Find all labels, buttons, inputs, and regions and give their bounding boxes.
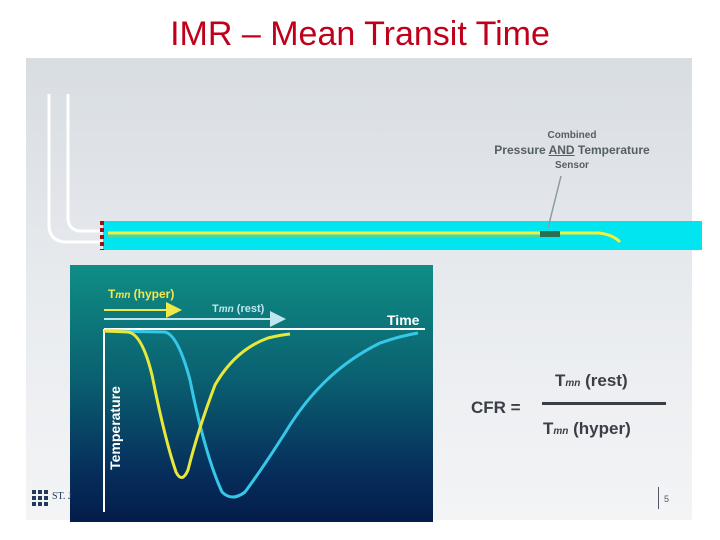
- cfr-numerator: Tmn (rest): [555, 371, 628, 390]
- curve-rest: [103, 329, 419, 499]
- y-axis-label: Temperature: [107, 386, 123, 470]
- sensor-label-line2: Pressure AND Temperature: [494, 143, 650, 157]
- logo-icon: [32, 490, 48, 506]
- thermodilution-chart: [70, 265, 433, 522]
- page-number-divider: [658, 487, 659, 509]
- sensor-leader-line: [547, 175, 562, 229]
- sensor-marker: [540, 231, 560, 237]
- logo-text: ST. J: [52, 491, 72, 502]
- slide-title: IMR – Mean Transit Time: [170, 15, 550, 53]
- cfr-lhs: CFR =: [471, 398, 521, 417]
- sensor-label: Combined Pressure AND Temperature Sensor: [486, 128, 658, 173]
- x-axis-label: Time: [387, 312, 420, 328]
- sensor-label-line3: Sensor: [555, 160, 589, 171]
- curve-hyper: [103, 329, 291, 479]
- label-tmn-hyper: Tmn (hyper): [108, 287, 175, 301]
- cfr-denominator: Tmn (hyper): [543, 419, 631, 438]
- sensor-label-line1: Combined: [547, 130, 597, 141]
- cfr-fraction-bar: [542, 402, 666, 405]
- page-number: 5: [664, 494, 670, 504]
- label-tmn-rest: Tmn (rest): [212, 303, 265, 315]
- catheter-inner-line: [66, 94, 103, 233]
- catheter-outer-line: [47, 94, 103, 244]
- pressure-wire: [108, 231, 622, 244]
